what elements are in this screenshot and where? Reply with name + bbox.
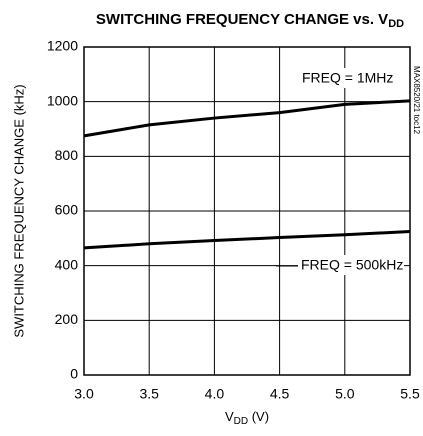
x-tick-label: 3.5 — [139, 386, 159, 402]
series-line — [83, 230, 411, 250]
annotation-bg — [298, 255, 404, 275]
x-tick-label: 5.5 — [400, 386, 420, 402]
series-annotation: FREQ = 1MHz — [302, 70, 393, 86]
x-tick-label: 3.0 — [74, 386, 94, 402]
chart-title: SWITCHING FREQUENCY CHANGE vs. VDD — [96, 11, 404, 30]
xlabel-v: V — [225, 409, 234, 424]
y-tick-label: 0 — [70, 366, 78, 382]
xlabel-sub: DD — [234, 416, 248, 427]
y-tick-label: 600 — [55, 202, 79, 218]
series-line — [83, 99, 411, 138]
plot-frame — [83, 46, 411, 376]
x-axis-label: VDD (V) — [225, 409, 269, 426]
y-axis-label: SWITCHING FREQUENCY CHANGE (kHz) — [11, 84, 26, 337]
watermark: MAX8520/21 toc12 — [412, 66, 421, 135]
y-tick-label: 800 — [55, 147, 79, 163]
x-tick-label: 5.0 — [335, 386, 355, 402]
xlabel-unit: (V) — [248, 409, 269, 424]
annotation-bg — [298, 68, 396, 88]
y-tick-label: 200 — [55, 311, 79, 327]
title-sub: DD — [388, 18, 404, 30]
y-tick-label: 400 — [55, 256, 79, 272]
series-annotation: FREQ = 500kHz — [301, 257, 403, 273]
title-main: SWITCHING FREQUENCY CHANGE vs. V — [96, 11, 388, 28]
y-tick-label: 1200 — [47, 38, 78, 54]
y-tick-label: 1000 — [47, 92, 78, 108]
x-tick-label: 4.5 — [270, 386, 290, 402]
x-tick-label: 4.0 — [205, 386, 225, 402]
